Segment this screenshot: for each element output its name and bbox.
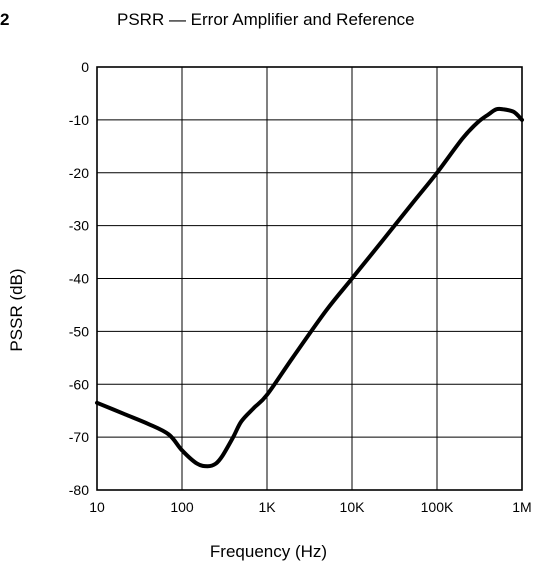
x-tick-label: 10K bbox=[340, 499, 366, 515]
x-tick-labels: 10 100 1K 10K 100K 1M bbox=[89, 499, 532, 515]
y-tick-label: 0 bbox=[81, 59, 89, 75]
x-tick-label: 100K bbox=[421, 499, 454, 515]
y-tick-label: -50 bbox=[69, 323, 89, 339]
x-tick-label: 1M bbox=[512, 499, 531, 515]
y-tick-label: -40 bbox=[69, 271, 89, 287]
y-tick-labels: 0 -10 -20 -30 -40 -50 -60 -70 -80 bbox=[69, 59, 89, 498]
y-tick-label: -80 bbox=[69, 482, 89, 498]
chart-title: PSRR — Error Amplifier and Reference bbox=[117, 10, 415, 29]
psrr-series-line bbox=[95, 106, 524, 469]
y-tick-label: -30 bbox=[69, 218, 89, 234]
y-tick-label: -20 bbox=[69, 165, 89, 181]
grid-lines bbox=[97, 67, 522, 490]
x-tick-label: 1K bbox=[258, 499, 276, 515]
x-tick-label: 10 bbox=[89, 499, 105, 515]
x-tick-label: 100 bbox=[170, 499, 194, 515]
figure-number: 2 bbox=[0, 10, 10, 29]
plot-frame bbox=[96, 66, 523, 491]
x-axis-label: Frequency (Hz) bbox=[209, 542, 328, 561]
series-lines bbox=[95, 106, 524, 469]
y-tick-label: -60 bbox=[69, 376, 89, 392]
y-tick-label: -70 bbox=[69, 429, 89, 445]
y-tick-label: -10 bbox=[69, 112, 89, 128]
